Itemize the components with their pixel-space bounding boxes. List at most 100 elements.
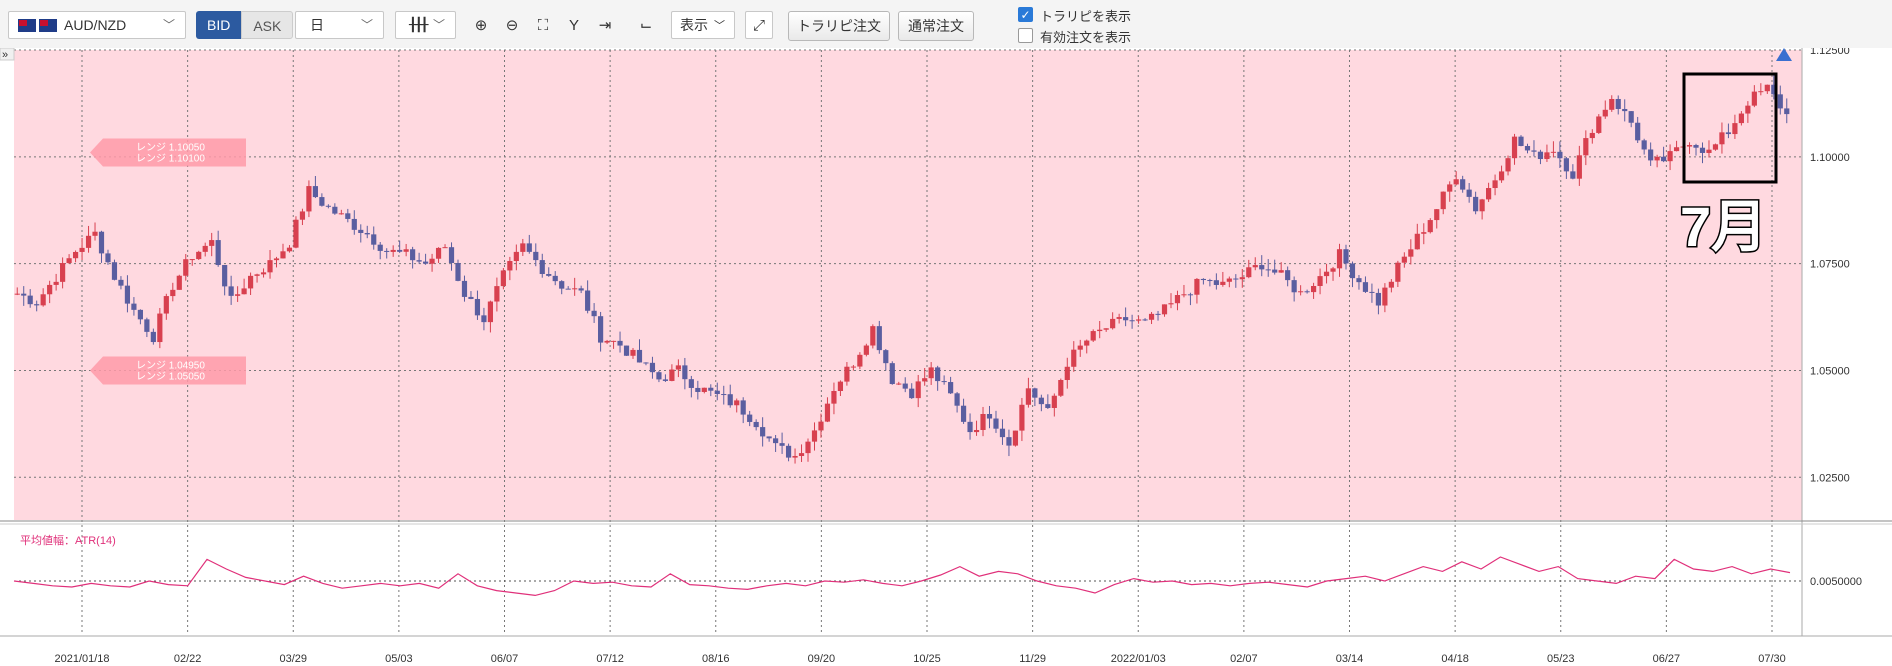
candle-body: [824, 403, 831, 422]
candle-body: [410, 249, 416, 261]
show-trap-checkbox[interactable]: ✓: [1018, 7, 1033, 22]
candle-body: [617, 340, 623, 346]
trap-order-button[interactable]: トラリピ注文: [788, 11, 890, 41]
candle-body: [85, 235, 92, 248]
display-menu-button[interactable]: 表示 ﹀: [671, 11, 735, 39]
candle-body: [299, 211, 306, 220]
candle-body: [332, 206, 338, 214]
candle-body: [967, 421, 973, 433]
date-tick-label: 08/16: [702, 653, 730, 665]
candle-body: [1246, 267, 1252, 278]
scroll-up-triangle-icon[interactable]: [1776, 48, 1792, 61]
candle-body: [1563, 158, 1569, 172]
normal-order-button[interactable]: 通常注文: [898, 11, 974, 41]
candle-body: [1427, 220, 1433, 233]
candle-body: [319, 197, 325, 206]
candle-body: [1537, 151, 1544, 160]
candle-body: [1064, 366, 1070, 381]
candle-body: [591, 310, 597, 317]
candle-body: [1686, 145, 1693, 147]
ask-button[interactable]: ASK: [241, 11, 294, 39]
price-tick-label: 1.10000: [1810, 152, 1850, 164]
price-axis: 1.12500 1.10000 1.07500 1.05000 1.02500: [1810, 48, 1850, 484]
candle-body: [1239, 277, 1245, 280]
candle-body: [1161, 304, 1168, 315]
zoom-in-icon[interactable]: ⊕: [474, 17, 488, 34]
candle-body: [960, 405, 967, 422]
add-indicator-icon[interactable]: ⌙: [639, 17, 653, 34]
candle-body: [105, 253, 111, 263]
candle-body: [513, 251, 519, 262]
candle-body: [487, 301, 494, 323]
candle-body: [520, 243, 526, 252]
date-tick-label: 04/18: [1441, 653, 1469, 665]
date-tick-label: 07/12: [596, 653, 624, 665]
price-tick-label: 1.12500: [1810, 48, 1850, 57]
range-label-tag: [90, 138, 246, 167]
candle-body: [1129, 320, 1135, 322]
range-label-text: レンジ 1.10050: [136, 143, 205, 154]
candle-body: [1304, 291, 1310, 293]
candle-body: [1486, 188, 1492, 200]
candle-body: [1602, 109, 1608, 117]
candle-body: [72, 251, 79, 259]
candle-body: [157, 313, 163, 343]
y-axis-lock-icon[interactable]: Y: [568, 16, 579, 34]
candle-body: [1667, 151, 1673, 162]
display-menu-label: 表示: [680, 17, 708, 33]
australia-flag-icon: [18, 18, 36, 32]
candle-body: [1032, 388, 1038, 398]
candle-body: [1719, 132, 1725, 145]
candle-body: [1583, 138, 1589, 156]
candle-body: [1693, 145, 1699, 148]
range-label-text: レンジ 1.05050: [136, 371, 205, 382]
candle-body: [1738, 113, 1744, 124]
scroll-to-latest-icon[interactable]: ⇥: [598, 17, 612, 34]
candle-body: [850, 366, 856, 368]
candle-body: [948, 382, 954, 394]
candle-body: [1148, 313, 1155, 320]
candle-body: [66, 258, 72, 264]
candle-body: [1181, 294, 1187, 296]
candle-body: [189, 259, 195, 261]
candle-body: [280, 251, 286, 259]
range-label-text: レンジ 1.04950: [136, 360, 205, 371]
atr-series: 0.0050000: [13, 556, 1862, 597]
fullscreen-button[interactable]: ⤢: [745, 11, 773, 39]
candle-body: [811, 430, 818, 442]
candle-body: [1194, 278, 1200, 295]
candle-body: [47, 284, 53, 295]
chevron-down-icon: ﹀: [432, 18, 445, 32]
timeframe-select[interactable]: 日 ﹀: [295, 11, 384, 39]
candle-body: [235, 294, 241, 296]
candle-body: [1343, 249, 1349, 264]
candle-body: [1557, 151, 1563, 159]
candle-body: [384, 250, 390, 252]
candle-body: [1576, 155, 1582, 179]
sidebar-toggle-icon[interactable]: »: [2, 49, 8, 61]
candle-body: [766, 436, 772, 439]
candle-body: [1453, 179, 1459, 185]
candle-body: [1764, 84, 1770, 92]
chart-type-select[interactable]: ╂╂╂ ﹀: [395, 11, 456, 39]
date-tick-label: 10/25: [913, 653, 941, 665]
candle-body: [727, 394, 733, 406]
candle-body: [267, 260, 273, 273]
date-tick-label: 2022/01/03: [1111, 653, 1166, 665]
candle-body: [474, 298, 481, 316]
candle-body: [111, 262, 118, 280]
candle-body: [714, 390, 720, 395]
candle-body: [461, 280, 468, 297]
show-orders-checkbox[interactable]: [1018, 28, 1033, 43]
candle-body: [481, 315, 487, 323]
candle-body: [403, 249, 409, 252]
candle-body: [883, 350, 889, 364]
candle-body: [27, 295, 33, 305]
candle-body: [643, 362, 649, 364]
zoom-out-icon[interactable]: ⊖: [505, 17, 519, 34]
currency-pair-select[interactable]: AUD/NZD ﹀: [8, 11, 186, 39]
candle-body: [844, 366, 850, 382]
bid-button[interactable]: BID: [196, 11, 242, 39]
fit-screen-icon[interactable]: ⛶: [537, 16, 549, 34]
